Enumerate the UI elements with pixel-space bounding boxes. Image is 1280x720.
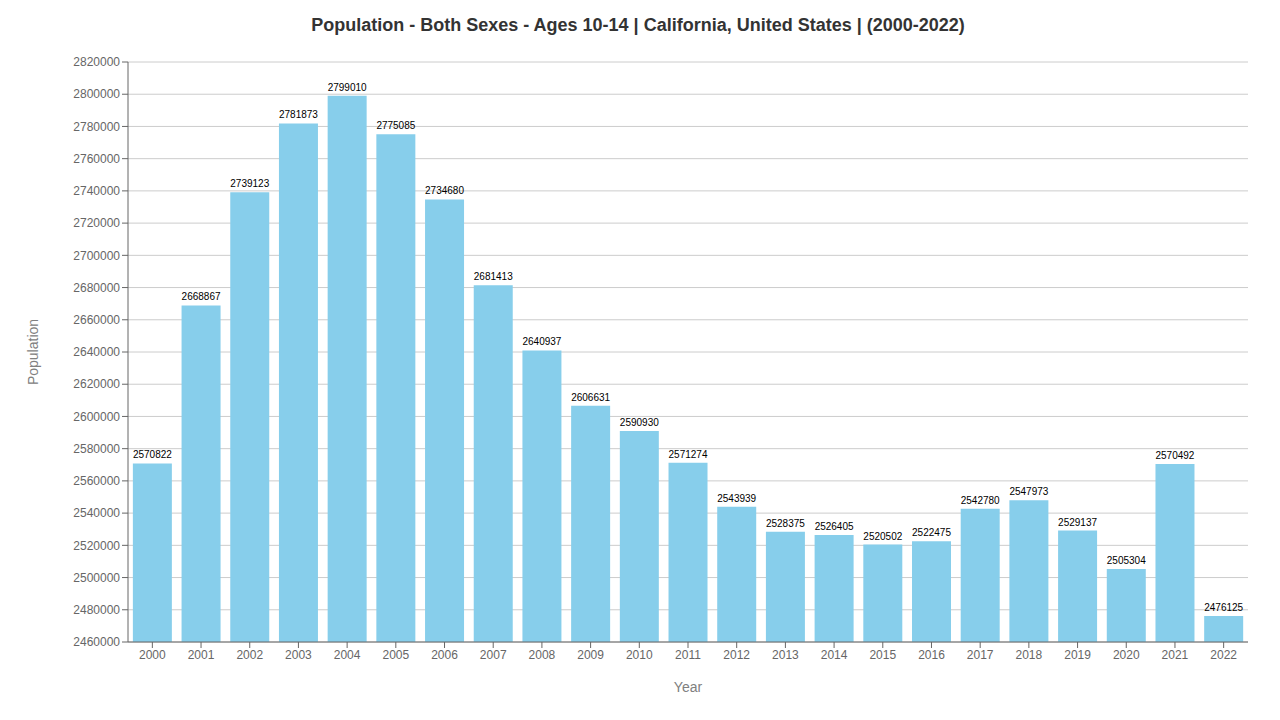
svg-text:2505304: 2505304 <box>1107 555 1146 566</box>
svg-text:2004: 2004 <box>334 648 361 662</box>
svg-text:2540000: 2540000 <box>73 506 120 520</box>
svg-text:2007: 2007 <box>480 648 507 662</box>
svg-text:2620000: 2620000 <box>73 377 120 391</box>
svg-text:2640937: 2640937 <box>522 336 561 347</box>
svg-text:Population: Population <box>25 319 41 385</box>
svg-text:2660000: 2660000 <box>73 313 120 327</box>
svg-text:2570822: 2570822 <box>133 449 172 460</box>
svg-text:2000: 2000 <box>139 648 166 662</box>
svg-text:2017: 2017 <box>967 648 994 662</box>
svg-text:2014: 2014 <box>821 648 848 662</box>
svg-text:2526405: 2526405 <box>815 521 854 532</box>
svg-text:2021: 2021 <box>1162 648 1189 662</box>
svg-text:2528375: 2528375 <box>766 518 805 529</box>
svg-text:2001: 2001 <box>188 648 215 662</box>
svg-text:2680000: 2680000 <box>73 281 120 295</box>
svg-text:2013: 2013 <box>772 648 799 662</box>
svg-text:2780000: 2780000 <box>73 120 120 134</box>
svg-text:2781873: 2781873 <box>279 109 318 120</box>
svg-text:2005: 2005 <box>382 648 409 662</box>
svg-text:2520000: 2520000 <box>73 539 120 553</box>
svg-text:2011: 2011 <box>675 648 701 662</box>
svg-text:2543939: 2543939 <box>717 493 756 504</box>
svg-text:2460000: 2460000 <box>73 635 120 649</box>
svg-text:2775085: 2775085 <box>376 120 415 131</box>
svg-text:2529137: 2529137 <box>1058 517 1097 528</box>
svg-text:2522475: 2522475 <box>912 527 951 538</box>
svg-text:2640000: 2640000 <box>73 345 120 359</box>
svg-text:2016: 2016 <box>918 648 945 662</box>
svg-text:2700000: 2700000 <box>73 249 120 263</box>
svg-text:2739123: 2739123 <box>230 178 269 189</box>
svg-text:2600000: 2600000 <box>73 410 120 424</box>
svg-text:2003: 2003 <box>285 648 312 662</box>
svg-text:2009: 2009 <box>577 648 604 662</box>
html-text:Population - Both Sexes - Ages: Population - Both Sexes - Ages 10-14 | C… <box>311 15 965 35</box>
svg-text:2018: 2018 <box>1016 648 1043 662</box>
svg-text:2740000: 2740000 <box>73 184 120 198</box>
svg-text:2542780: 2542780 <box>961 495 1000 506</box>
svg-text:2668867: 2668867 <box>182 291 221 302</box>
svg-text:2015: 2015 <box>869 648 896 662</box>
svg-text:2022: 2022 <box>1210 648 1237 662</box>
svg-text:2800000: 2800000 <box>73 87 120 101</box>
svg-text:2720000: 2720000 <box>73 216 120 230</box>
svg-text:2580000: 2580000 <box>73 442 120 456</box>
svg-text:2008: 2008 <box>529 648 556 662</box>
svg-text:2012: 2012 <box>723 648 750 662</box>
svg-text:2571274: 2571274 <box>669 449 708 460</box>
svg-text:2570492: 2570492 <box>1156 450 1195 461</box>
svg-text:2520502: 2520502 <box>863 531 902 542</box>
svg-text:2006: 2006 <box>431 648 458 662</box>
svg-text:2010: 2010 <box>626 648 653 662</box>
svg-text:2760000: 2760000 <box>73 152 120 166</box>
svg-text:Year: Year <box>674 679 703 695</box>
svg-text:2681413: 2681413 <box>474 271 513 282</box>
svg-text:2020: 2020 <box>1113 648 1140 662</box>
svg-text:2500000: 2500000 <box>73 571 120 585</box>
svg-text:2734680: 2734680 <box>425 185 464 196</box>
svg-text:2002: 2002 <box>236 648 263 662</box>
svg-text:2820000: 2820000 <box>73 55 120 69</box>
svg-text:2476125: 2476125 <box>1204 602 1243 613</box>
svg-text:2547973: 2547973 <box>1009 486 1048 497</box>
svg-text:2480000: 2480000 <box>73 603 120 617</box>
svg-text:2019: 2019 <box>1064 648 1091 662</box>
svg-text:2606631: 2606631 <box>571 392 610 403</box>
svg-text:2560000: 2560000 <box>73 474 120 488</box>
svg-text:2799010: 2799010 <box>328 82 367 93</box>
svg-text:2590930: 2590930 <box>620 417 659 428</box>
